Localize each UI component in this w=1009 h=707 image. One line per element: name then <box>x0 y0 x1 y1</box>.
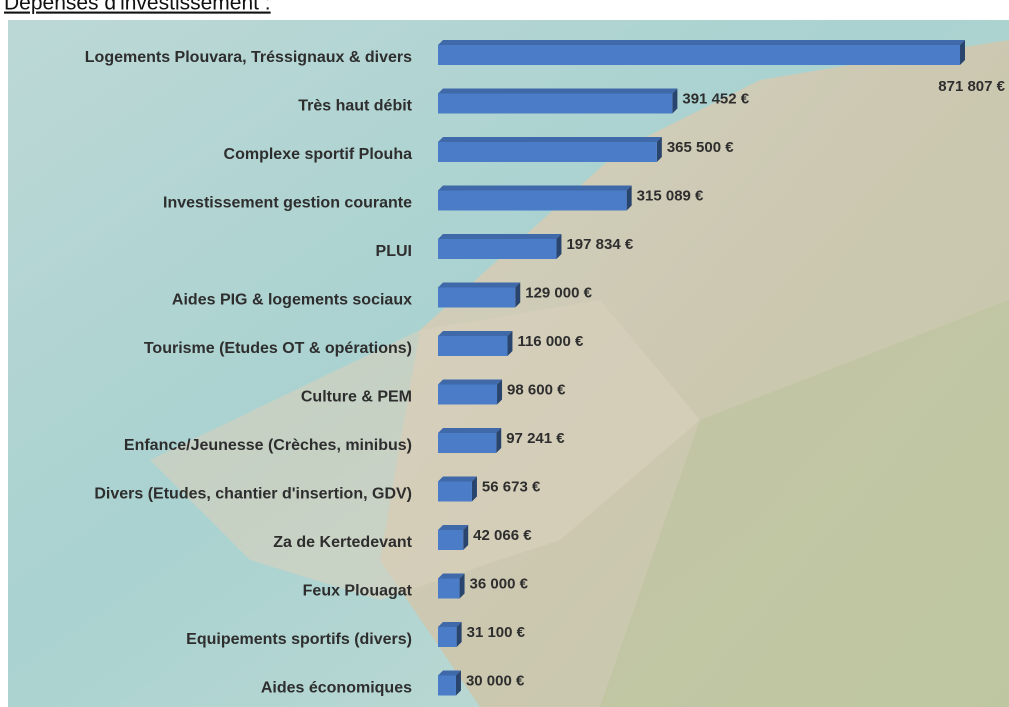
bar <box>438 93 673 114</box>
bar-top <box>438 670 461 676</box>
bar <box>438 481 472 502</box>
value-label: 31 100 € <box>467 624 526 641</box>
bar-top <box>438 282 521 288</box>
value-label: 365 500 € <box>667 139 734 156</box>
bar <box>438 530 464 550</box>
bar <box>438 287 516 308</box>
value-label: 871 807 € <box>938 78 1005 95</box>
value-label: 197 834 € <box>566 236 633 253</box>
bar-side <box>497 379 503 405</box>
value-label: 97 241 € <box>506 430 565 447</box>
category-label: Culture & PEM <box>301 389 412 406</box>
bar <box>438 142 657 162</box>
bar-side <box>459 573 465 599</box>
bar-top <box>438 573 465 579</box>
bar-top <box>438 476 477 482</box>
bar-top <box>438 331 513 336</box>
category-label: Aides économiques <box>261 680 412 697</box>
value-label: 98 600 € <box>507 381 566 398</box>
bar <box>438 627 457 647</box>
bar-side <box>456 622 462 647</box>
category-label: Equipements sportifs (divers) <box>186 631 412 648</box>
bar-top <box>438 622 462 627</box>
bar <box>438 239 557 259</box>
bar-side <box>515 282 521 308</box>
bar-top <box>438 137 662 142</box>
bar <box>438 675 456 696</box>
bar-top <box>438 185 632 191</box>
bar-side <box>556 234 562 259</box>
category-label: Feux Plouagat <box>303 583 413 600</box>
category-label: Très haut débit <box>298 98 412 115</box>
category-label: Enfance/Jeunesse (Crèches, minibus) <box>124 437 412 454</box>
category-label: Complexe sportif Plouha <box>224 146 413 163</box>
bar-side <box>656 137 662 162</box>
bar-top <box>438 88 678 94</box>
value-label: 56 673 € <box>482 478 541 495</box>
bar <box>438 190 627 211</box>
bar-top <box>438 40 965 45</box>
bar-top <box>438 234 562 239</box>
value-label: 36 000 € <box>470 575 529 592</box>
bar-side <box>455 670 461 696</box>
bar-side <box>672 88 678 114</box>
bar-top <box>438 525 469 530</box>
bar <box>438 45 960 65</box>
bar-side <box>507 331 513 356</box>
category-label: Investissement gestion courante <box>163 195 412 212</box>
photo-beach <box>150 300 700 600</box>
value-label: 30 000 € <box>466 672 525 689</box>
category-label: Tourisme (Etudes OT & opérations) <box>144 340 412 357</box>
category-label: PLUI <box>376 243 412 260</box>
value-label: 116 000 € <box>517 333 584 350</box>
chart-title: Dépenses d'investissement : <box>4 0 271 15</box>
category-label: Aides PIG & logements sociaux <box>172 292 412 309</box>
bar <box>438 384 498 405</box>
value-label: 391 452 € <box>682 90 749 107</box>
value-label: 129 000 € <box>525 284 592 301</box>
category-label: Divers (Etudes, chantier d'insertion, GD… <box>94 486 412 503</box>
bar-top <box>438 428 502 433</box>
value-label: 315 089 € <box>637 187 704 204</box>
value-label: 42 066 € <box>473 527 532 544</box>
bar <box>438 336 508 356</box>
bar-side <box>496 428 502 453</box>
category-label: Logements Plouvara, Tréssignaux & divers <box>85 49 412 66</box>
bar-side <box>463 525 469 550</box>
bar-side <box>471 476 477 502</box>
bar-side <box>960 40 965 65</box>
bar <box>438 433 497 453</box>
photo-vegetation <box>600 300 1009 707</box>
bar-top <box>438 379 503 385</box>
bar-side <box>626 185 632 211</box>
bar <box>438 578 460 599</box>
category-label: Za de Kertedevant <box>273 534 412 551</box>
